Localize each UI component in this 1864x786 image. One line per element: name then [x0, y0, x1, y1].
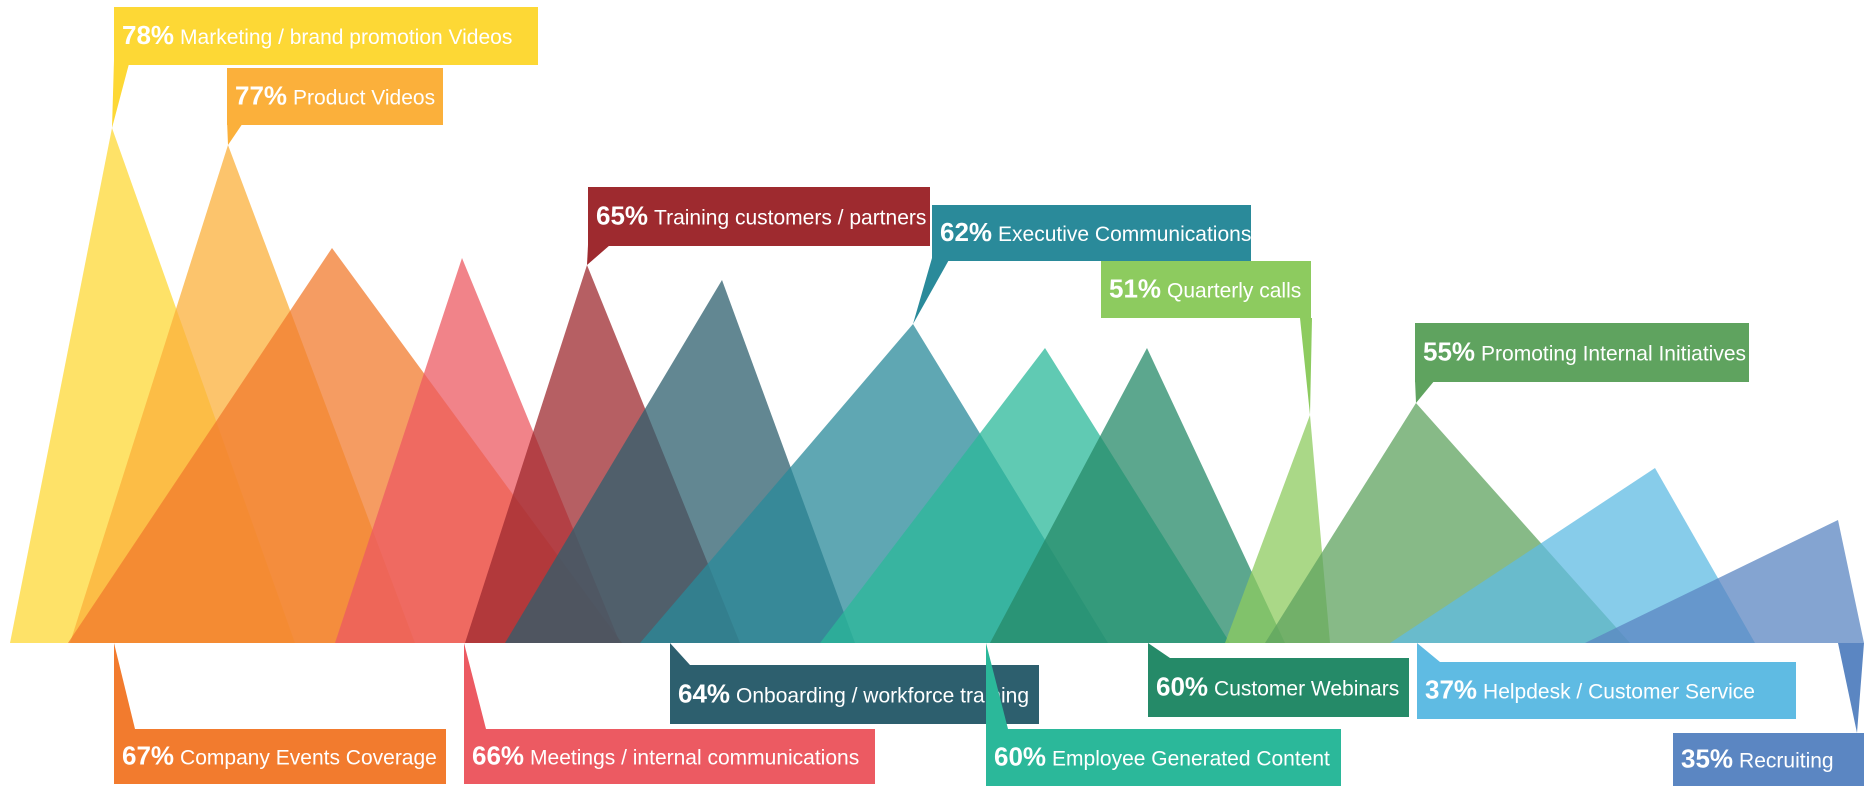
label-box — [114, 7, 538, 65]
label-10: 51% Quarterly calls — [1101, 261, 1312, 415]
label-value: 64% — [678, 679, 730, 709]
label-name: Executive Communications — [998, 223, 1251, 246]
label-text: 37% Helpdesk / Customer Service — [1425, 675, 1755, 705]
label-connector — [1415, 380, 1435, 403]
label-text: 60% Customer Webinars — [1156, 672, 1399, 702]
label-value: 37% — [1425, 675, 1477, 705]
label-6: 64% Onboarding / workforce training — [670, 643, 1039, 724]
label-text: 51% Quarterly calls — [1109, 274, 1301, 304]
label-7: 62% Executive Communications — [913, 205, 1251, 324]
label-text: 66% Meetings / internal communications — [472, 741, 859, 771]
label-connector — [670, 643, 690, 665]
label-1: 78% Marketing / brand promotion Videos — [112, 7, 538, 128]
label-text: 55% Promoting Internal Initiatives — [1423, 337, 1746, 367]
label-connector — [1148, 643, 1170, 658]
label-box — [1673, 733, 1864, 786]
label-box — [588, 187, 930, 246]
label-value: 51% — [1109, 274, 1161, 304]
label-name: Customer Webinars — [1214, 678, 1399, 701]
label-name: Employee Generated Content — [1052, 748, 1330, 771]
label-13: 35% Recruiting — [1673, 643, 1864, 786]
label-name: Marketing / brand promotion Videos — [180, 26, 512, 49]
label-5: 65% Training customers / partners — [587, 187, 930, 265]
label-text: 64% Onboarding / workforce training — [678, 679, 1029, 709]
label-connector — [587, 245, 610, 265]
label-text: 78% Marketing / brand promotion Videos — [122, 20, 512, 50]
triangle-12 — [1390, 468, 1755, 643]
label-value: 67% — [122, 741, 174, 771]
label-name: Onboarding / workforce training — [736, 685, 1029, 708]
label-box — [114, 729, 446, 784]
label-box — [1415, 323, 1749, 382]
label-name: Training customers / partners — [654, 207, 926, 230]
label-connector — [114, 643, 135, 729]
label-name: Meetings / internal communications — [530, 747, 859, 770]
label-box — [932, 205, 1251, 261]
label-connector — [1300, 318, 1312, 415]
label-value: 35% — [1681, 744, 1733, 774]
label-connector — [112, 60, 130, 128]
label-value: 55% — [1423, 337, 1475, 367]
label-connector — [1417, 643, 1440, 662]
label-connector — [913, 258, 950, 324]
label-value: 60% — [994, 742, 1046, 772]
label-box — [227, 68, 443, 125]
label-connector — [986, 643, 1008, 729]
triangle-9 — [990, 348, 1285, 643]
triangles — [10, 128, 1864, 643]
label-12: 37% Helpdesk / Customer Service — [1417, 643, 1796, 719]
label-name: Helpdesk / Customer Service — [1483, 681, 1755, 704]
label-name: Quarterly calls — [1167, 280, 1301, 303]
label-value: 78% — [122, 20, 174, 50]
label-name: Product Videos — [293, 87, 435, 110]
label-box — [1417, 662, 1796, 719]
labels: 78% Marketing / brand promotion Videos 77%… — [112, 7, 1864, 786]
label-connector — [1838, 643, 1864, 733]
label-connector — [464, 643, 486, 729]
label-4: 66% Meetings / internal communications — [464, 643, 875, 784]
label-text: 60% Employee Generated Content — [994, 742, 1330, 772]
label-box — [1148, 658, 1409, 717]
label-box — [1101, 261, 1311, 318]
label-text: 77% Product Videos — [235, 81, 435, 111]
label-11: 55% Promoting Internal Initiatives — [1415, 323, 1749, 403]
label-name: Promoting Internal Initiatives — [1481, 343, 1746, 366]
label-value: 66% — [472, 741, 524, 771]
label-9: 60% Customer Webinars — [1148, 643, 1409, 717]
label-text: 35% Recruiting — [1681, 744, 1834, 774]
label-name: Recruiting — [1739, 750, 1834, 773]
label-box — [464, 729, 875, 784]
label-text: 62% Executive Communications — [940, 217, 1251, 247]
label-value: 62% — [940, 217, 992, 247]
label-text: 65% Training customers / partners — [596, 201, 926, 231]
label-box — [670, 665, 1039, 724]
label-value: 60% — [1156, 672, 1208, 702]
triangle-13 — [1585, 520, 1864, 643]
label-box — [986, 729, 1341, 786]
label-name: Company Events Coverage — [180, 747, 437, 770]
label-text: 67% Company Events Coverage — [122, 741, 437, 771]
label-connector — [227, 120, 245, 145]
label-value: 65% — [596, 201, 648, 231]
label-value: 77% — [235, 81, 287, 111]
label-3: 67% Company Events Coverage — [114, 643, 446, 784]
label-2: 77% Product Videos — [227, 68, 443, 145]
label-8: 60% Employee Generated Content — [986, 643, 1341, 786]
